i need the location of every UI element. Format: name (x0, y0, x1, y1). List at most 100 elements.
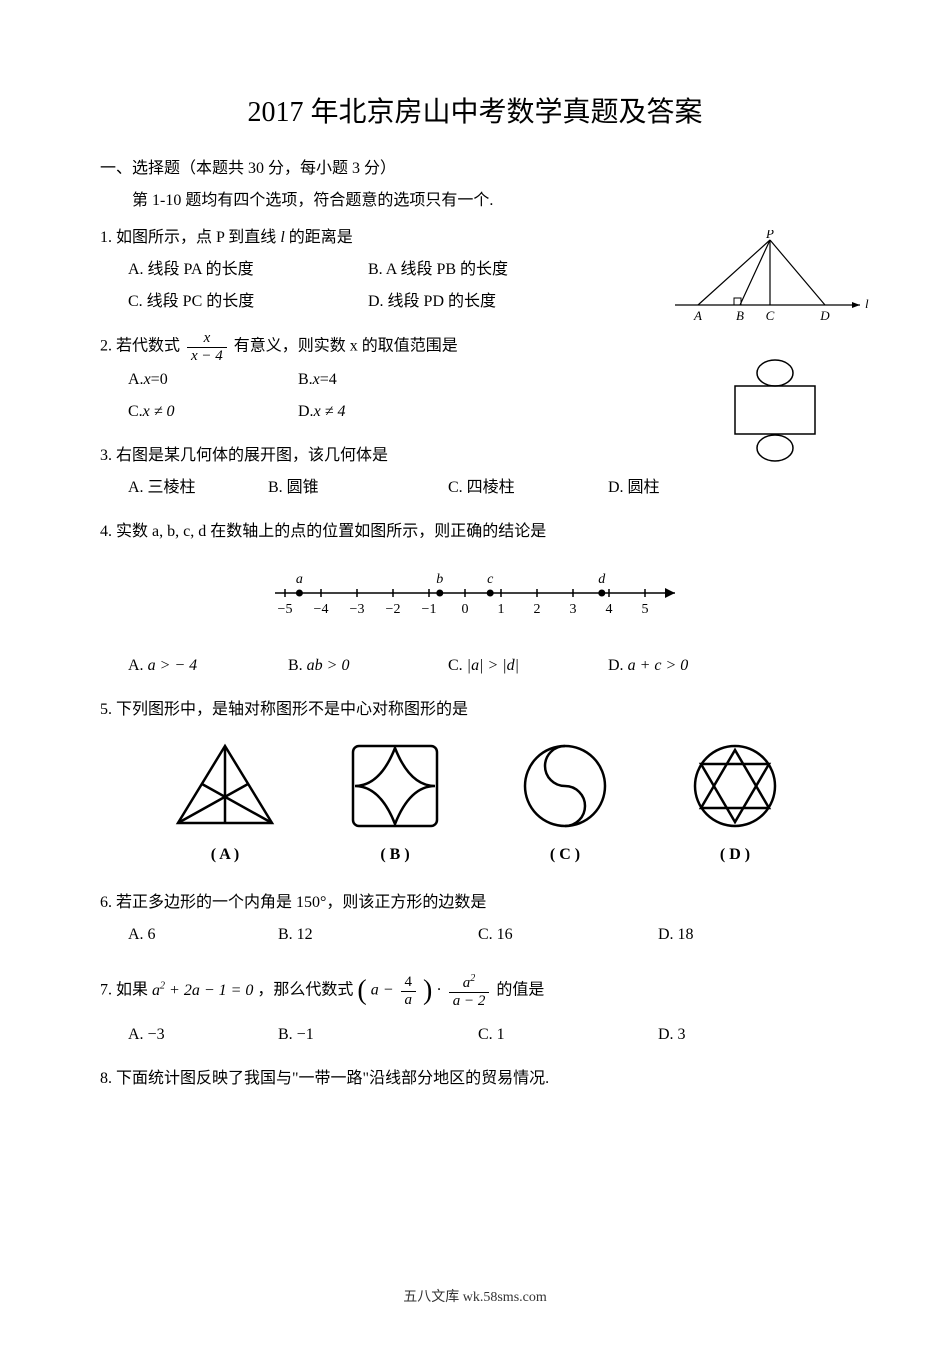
question-8: 8. 下面统计图反映了我国与"一带一路"沿线部分地区的贸易情况. (100, 1063, 850, 1095)
svg-text:5: 5 (642, 602, 649, 617)
q2-A-pre: A. (128, 364, 144, 396)
q1-stem-pre: 1. 如图所示，点 P 到直线 (100, 229, 276, 246)
q6-C: C. 16 (478, 919, 658, 951)
q7-C: C. 1 (478, 1019, 658, 1051)
q2-A: A. x =0 (128, 364, 298, 396)
question-6: 6. 若正多边形的一个内角是 150°，则该正方形的边数是 A. 6 B. 12… (100, 887, 850, 951)
q2-stem-post: 有意义，则实数 x 的取值范围是 (234, 338, 458, 355)
q2-C-expr: x ≠ 0 (143, 396, 175, 428)
label-P: P (765, 230, 774, 241)
svg-text:3: 3 (570, 602, 577, 617)
label-l: l (865, 296, 869, 311)
q7-fr-n: a2 (449, 973, 490, 993)
label-D: D (819, 308, 830, 323)
q4-A: A. a > − 4 (128, 650, 288, 682)
q3-opts: A. 三棱柱 B. 圆锥 C. 四棱柱 D. 圆柱 (128, 472, 850, 504)
svg-text:−4: −4 (314, 602, 329, 617)
section-heading: 一、选择题（本题共 30 分，每小题 3 分） (100, 154, 850, 178)
svg-text:−5: −5 (278, 602, 293, 617)
q5-lbl-D: ( D ) (670, 839, 800, 871)
q2-stem-pre: 2. 若代数式 (100, 338, 180, 355)
q2-A-post: =0 (151, 364, 168, 396)
question-5: 5. 下列图形中，是轴对称图形不是中心对称图形的是 ( A ) ( B ) ( (100, 694, 850, 871)
q4-B: B. ab > 0 (288, 650, 448, 682)
q6-B: B. 12 (278, 919, 478, 951)
q7-expr-mid: · (436, 982, 445, 999)
q5-shape-A: ( A ) (160, 738, 290, 871)
q4-stem: 4. 实数 a, b, c, d 在数轴上的点的位置如图所示，则正确的结论是 (100, 516, 850, 548)
q7-D: D. 3 (658, 1019, 828, 1051)
q2-D-pre: D. (298, 396, 314, 428)
svg-text:0: 0 (462, 602, 469, 617)
q7-fl-n: 4 (401, 974, 417, 992)
q2-B-pre: B. (298, 364, 313, 396)
q7-B: B. −1 (278, 1019, 478, 1051)
svg-text:d: d (598, 572, 606, 587)
q4-B-expr: ab > 0 (307, 650, 350, 682)
q8-stem: 8. 下面统计图反映了我国与"一带一路"沿线部分地区的贸易情况. (100, 1063, 850, 1095)
q1-C: C. 线段 PC 的长度 (128, 286, 328, 318)
q2-B-post: =4 (320, 364, 337, 396)
label-C: C (766, 308, 775, 323)
q2-D-expr: x ≠ 4 (314, 396, 346, 428)
q7-cond: a2 + 2a − 1 = 0 (152, 982, 253, 999)
svg-text:c: c (487, 572, 494, 587)
q4-C: C. |a| > |d| (448, 650, 608, 682)
q7-paren-l: ( (357, 975, 366, 1006)
q4-D-expr: a + c > 0 (628, 650, 689, 682)
q7-frac-right: a2 a − 2 (449, 973, 490, 1009)
q1-l-sym: l (280, 229, 284, 246)
q5-stem: 5. 下列图形中，是轴对称图形不是中心对称图形的是 (100, 694, 850, 726)
q4-numberline: −5−4−3−2−1012345abcd (100, 558, 850, 630)
q7-expr-left-pre: a − (371, 982, 398, 999)
q1-B: B. A 线段 PB 的长度 (368, 254, 568, 286)
label-A: A (693, 308, 702, 323)
svg-text:−2: −2 (386, 602, 401, 617)
section-sub: 第 1-10 题均有四个选项，符合题意的选项只有一个. (132, 186, 850, 210)
q6-D: D. 18 (658, 919, 828, 951)
q7-paren-r: ) (423, 975, 432, 1006)
q7-stem-post: 的值是 (496, 982, 544, 999)
q7-frac-left: 4 a (401, 974, 417, 1008)
svg-text:−1: −1 (422, 602, 437, 617)
q5-shape-B: ( B ) (330, 738, 460, 871)
q5-lbl-B: ( B ) (330, 839, 460, 871)
q7-a: a (152, 982, 160, 999)
page-title: 2017 年北京房山中考数学真题及答案 (100, 90, 850, 130)
q2-frac-n: x (187, 330, 227, 348)
q6-A: A. 6 (128, 919, 278, 951)
q2-frac: x x − 4 (187, 330, 227, 364)
q1-stem-post: 的距离是 (289, 229, 353, 246)
svg-text:a: a (296, 572, 303, 587)
q7-stem-mid: ，那么代数式 (257, 982, 353, 999)
q6-stem: 6. 若正多边形的一个内角是 150°，则该正方形的边数是 (100, 887, 850, 919)
q2-B-expr: x (313, 364, 320, 396)
q2-D: D. x ≠ 4 (298, 396, 468, 428)
q1-figure: P A B C D l (670, 230, 870, 325)
q7-A: A. −3 (128, 1019, 278, 1051)
page-footer: 五八文库 wk.58sms.com (0, 1286, 950, 1306)
q4-A-expr: a > − 4 (148, 650, 198, 682)
q5-shapes: ( A ) ( B ) ( C ) ( D ) (160, 738, 850, 871)
label-B: B (736, 308, 744, 323)
q2-frac-d: x − 4 (187, 348, 227, 365)
q7-fr-d: a − 2 (449, 993, 490, 1010)
svg-text:b: b (436, 572, 443, 587)
svg-text:4: 4 (606, 602, 613, 617)
q6-opts: A. 6 B. 12 C. 16 D. 18 (128, 919, 850, 951)
q1-D: D. 线段 PD 的长度 (368, 286, 568, 318)
q5-lbl-A: ( A ) (160, 839, 290, 871)
q1-A: A. 线段 PA 的长度 (128, 254, 328, 286)
q5-shape-D: ( D ) (670, 738, 800, 871)
q2-A-expr: x (144, 364, 151, 396)
q3-D: D. 圆柱 (608, 472, 778, 504)
sub-text: 第 1-10 题均有四个选项，符合题意的选项只有一个. (132, 192, 493, 209)
q3-C: C. 四棱柱 (448, 472, 608, 504)
q2-C: C. x ≠ 0 (128, 396, 298, 428)
q2-B: B. x =4 (298, 364, 468, 396)
question-4: 4. 实数 a, b, c, d 在数轴上的点的位置如图所示，则正确的结论是 −… (100, 516, 850, 682)
q7-stem-pre: 7. 如果 (100, 982, 148, 999)
q3-A: A. 三棱柱 (128, 472, 268, 504)
svg-text:2: 2 (534, 602, 541, 617)
q2-C-pre: C. (128, 396, 143, 428)
